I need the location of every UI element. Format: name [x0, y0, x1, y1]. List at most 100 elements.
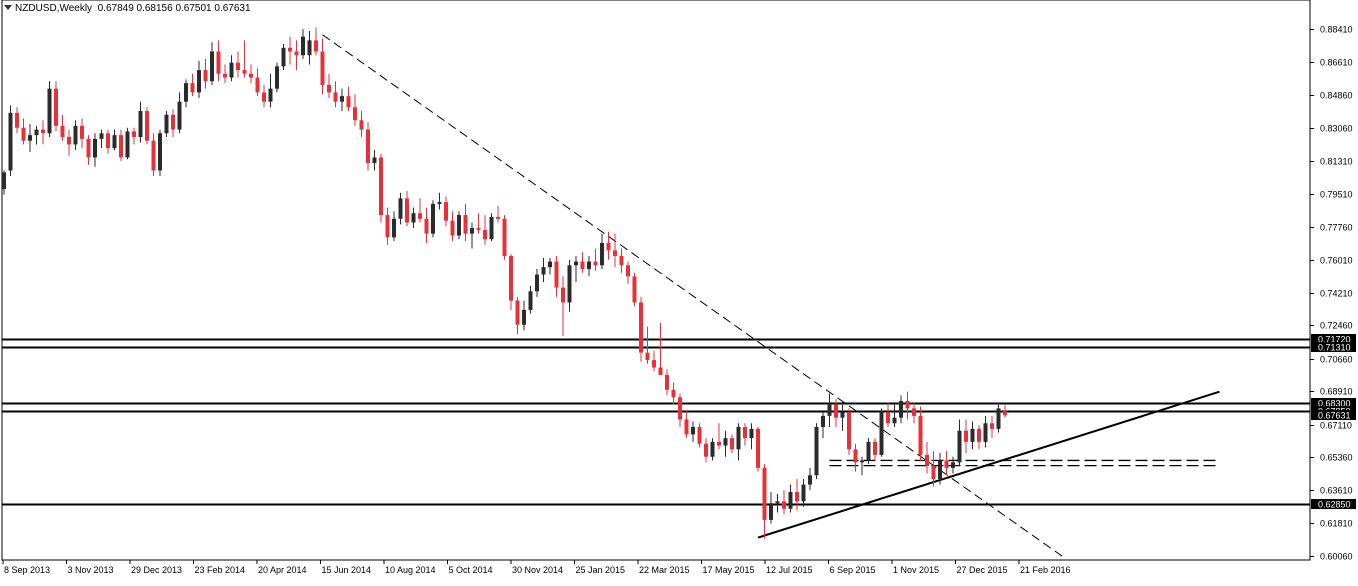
candle-body: [151, 140, 156, 171]
candle: [587, 255, 591, 277]
y-tick-label: 0.77760: [1320, 223, 1353, 233]
candle: [372, 150, 377, 171]
candle-body: [840, 412, 845, 418]
candle: [522, 300, 526, 331]
candle-body: [145, 110, 149, 141]
candle: [320, 38, 325, 95]
candle: [756, 426, 760, 472]
price-level-badge: [1311, 398, 1356, 408]
candle: [340, 88, 344, 111]
y-tick-label: 0.67110: [1320, 421, 1352, 431]
price-level-badge-label: 0.71720: [1318, 335, 1351, 345]
candle-body: [73, 125, 78, 145]
candle: [847, 408, 851, 455]
candle: [528, 285, 533, 314]
candle: [782, 490, 786, 515]
candle-body: [483, 229, 487, 240]
candle-body: [385, 215, 390, 238]
candle-body: [801, 484, 806, 502]
candle: [262, 84, 266, 108]
candle: [60, 114, 65, 141]
x-tick-label: 22 Mar 2015: [639, 565, 690, 575]
candle-body: [769, 503, 773, 520]
candle-body: [125, 131, 130, 158]
candle: [860, 456, 864, 476]
candle-body: [379, 157, 383, 216]
candle-body: [990, 423, 994, 429]
candle-body: [678, 397, 682, 420]
candle-body: [392, 218, 396, 238]
candle-body: [359, 120, 364, 130]
candle-body: [112, 135, 117, 149]
candle-body: [184, 83, 188, 102]
candle-body: [431, 203, 435, 234]
candle-body: [821, 415, 825, 427]
candle: [606, 231, 611, 260]
candle: [749, 423, 754, 450]
candle-body: [236, 62, 240, 71]
candle: [424, 207, 429, 243]
y-tick-label: 0.63610: [1320, 486, 1353, 496]
candle-body: [327, 84, 331, 93]
candle: [366, 122, 370, 171]
candle-body: [457, 215, 461, 236]
candle: [788, 484, 793, 513]
candle-body: [541, 267, 546, 275]
candle: [502, 215, 507, 260]
y-tick-label: 0.83060: [1320, 124, 1353, 134]
candle-body: [119, 135, 123, 158]
candle: [359, 110, 364, 138]
x-tick-label: 5 Oct 2014: [449, 565, 493, 575]
plot-frame: [1, 0, 1311, 561]
candle-body: [444, 202, 448, 221]
candle: [684, 410, 689, 439]
candle: [827, 393, 832, 427]
candle-body: [684, 419, 689, 435]
candle: [450, 211, 455, 242]
candle-body: [353, 107, 357, 121]
candle-body: [333, 92, 338, 102]
x-tick-label: 8 Sep 2013: [4, 565, 50, 575]
candle-body: [710, 441, 715, 457]
candle-body: [262, 92, 266, 102]
candle-body: [567, 265, 572, 303]
candle: [762, 464, 767, 539]
candle-body: [275, 66, 279, 89]
price-level-badge-label: 0.67631: [1318, 411, 1351, 421]
candle: [554, 255, 559, 297]
y-tick-label: 0.79510: [1320, 190, 1353, 200]
price-level-badge-label: 0.68300: [1318, 399, 1351, 409]
candle-body: [886, 412, 890, 424]
candle: [658, 322, 663, 375]
candle: [301, 29, 305, 59]
candle-body: [450, 220, 455, 236]
candle-body: [288, 47, 292, 52]
candle: [574, 255, 578, 282]
candle: [437, 192, 442, 210]
candle-body: [99, 133, 104, 139]
candle: [249, 64, 253, 84]
candle-body: [223, 73, 227, 78]
x-tick-label: 12 Jul 2015: [766, 565, 813, 575]
candle-body: [242, 70, 247, 74]
candle-body: [489, 216, 494, 240]
candle: [145, 107, 149, 145]
candle: [964, 419, 968, 454]
collapse-triangle-icon[interactable]: [4, 5, 12, 10]
candle: [483, 215, 487, 245]
candle: [951, 456, 955, 474]
candle: [561, 276, 565, 336]
candle: [899, 395, 903, 424]
candle: [99, 129, 104, 149]
candle: [769, 492, 773, 524]
candle-body: [93, 138, 97, 158]
candle-body: [509, 255, 513, 301]
candle: [717, 423, 721, 450]
candle: [665, 369, 669, 396]
candle: [730, 434, 734, 454]
candle-body: [190, 83, 195, 93]
candle-body: [340, 96, 344, 102]
candle-body: [41, 129, 45, 134]
price-level-badge: [1311, 334, 1356, 344]
y-tick-label: 0.74210: [1320, 289, 1353, 299]
